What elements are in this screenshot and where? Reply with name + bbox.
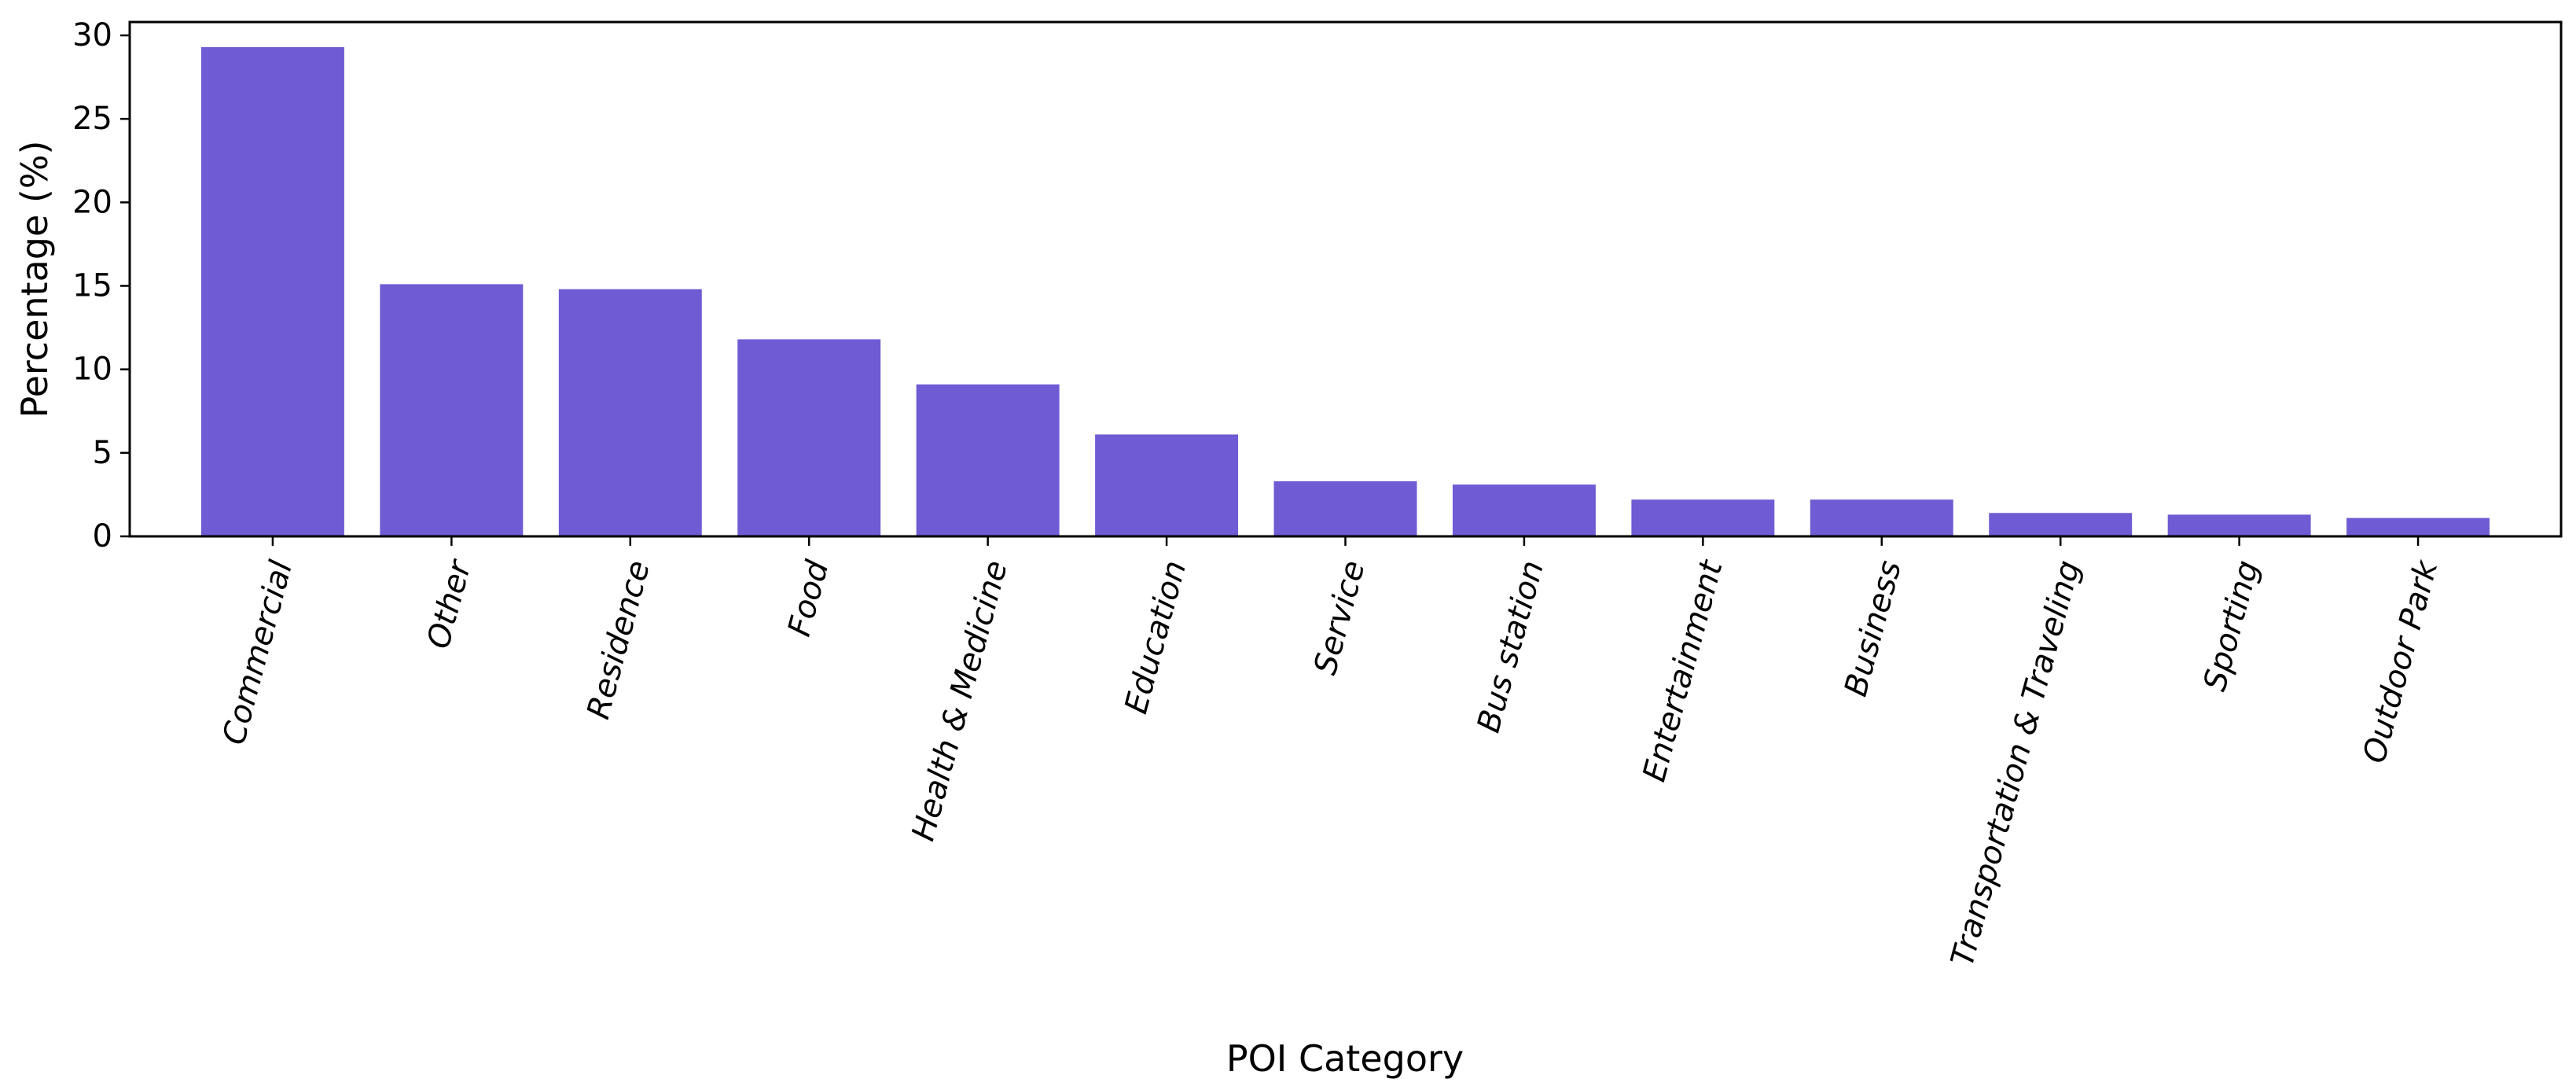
bar-service bbox=[1273, 481, 1417, 536]
bar-commercial bbox=[200, 46, 344, 537]
x-tick-label: Health & Medicine bbox=[906, 557, 1015, 845]
bar-education bbox=[1095, 434, 1239, 536]
bar-food bbox=[737, 339, 881, 536]
y-tick-label: 30 bbox=[72, 17, 112, 53]
bar-outdoor-park bbox=[2346, 517, 2490, 536]
x-axis-title: POI Category bbox=[1226, 1037, 1464, 1080]
x-tick-label: Other bbox=[421, 555, 479, 653]
bar-bus-station bbox=[1452, 484, 1596, 536]
bar-business bbox=[1810, 499, 1953, 536]
bar-transportation-traveling bbox=[1989, 513, 2133, 536]
y-tick-label: 20 bbox=[72, 184, 112, 220]
y-tick-label: 15 bbox=[72, 267, 112, 304]
bar-residence bbox=[558, 289, 702, 536]
y-tick-label: 5 bbox=[93, 435, 112, 471]
x-tick-label: Education bbox=[1118, 557, 1193, 717]
bar-health-medicine bbox=[916, 384, 1060, 536]
y-axis-title: Percentage (%) bbox=[13, 141, 56, 418]
bar-sporting bbox=[2167, 514, 2311, 536]
x-tick-label: Sporting bbox=[2197, 557, 2266, 694]
y-tick-label: 25 bbox=[72, 101, 112, 137]
x-tick-label: Entertainment bbox=[1636, 556, 1729, 786]
x-tick-label: Food bbox=[781, 556, 836, 640]
x-tick-label: Residence bbox=[580, 557, 657, 723]
x-tick-label: Bus station bbox=[1471, 557, 1551, 736]
y-tick-label: 0 bbox=[93, 518, 112, 554]
x-tick-label: Transportation & Traveling bbox=[1944, 557, 2087, 970]
bars-group bbox=[200, 46, 2490, 537]
x-tick-label: Service bbox=[1307, 557, 1373, 679]
x-tick-label: Business bbox=[1838, 557, 1909, 700]
bar-other bbox=[380, 284, 524, 536]
x-tick-label: Outdoor Park bbox=[2356, 555, 2445, 767]
bar-entertainment bbox=[1631, 499, 1775, 536]
y-axis: 0 5 10 15 20 25 30 bbox=[72, 17, 130, 554]
y-tick-label: 10 bbox=[72, 352, 112, 388]
x-tick-label: Commercial bbox=[216, 557, 300, 749]
x-axis: Commercial Other Residence Food Health & Med… bbox=[216, 536, 2446, 970]
